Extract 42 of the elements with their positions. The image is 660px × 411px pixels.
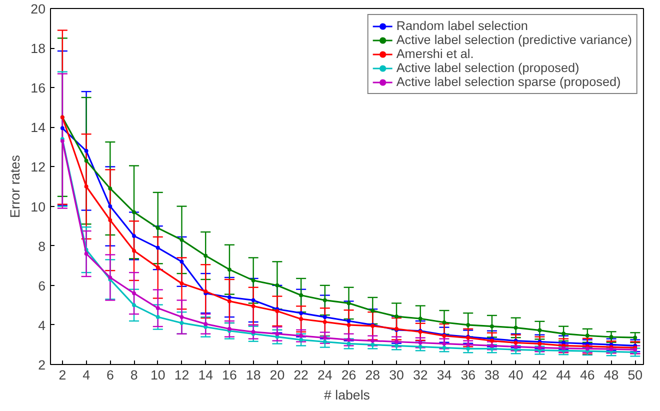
- y-tick-label: 6: [38, 278, 46, 294]
- x-tick-label: 12: [174, 368, 190, 382]
- x-tick-label: 48: [604, 368, 619, 382]
- x-tick-label: 40: [508, 368, 524, 382]
- x-tick-label: 42: [532, 368, 548, 382]
- legend-label: Random label selection: [396, 19, 528, 33]
- x-tick-label: 6: [106, 368, 114, 382]
- x-tick-label: 38: [484, 368, 500, 382]
- x-tick-label: 46: [580, 368, 595, 382]
- x-tick-label: 10: [150, 368, 166, 382]
- y-tick-label: 16: [30, 80, 46, 96]
- x-tick-label: 34: [436, 368, 452, 382]
- x-tick-label: 8: [130, 368, 138, 382]
- x-tick-label: 20: [270, 368, 285, 382]
- x-tick-label: 50: [628, 368, 643, 382]
- y-tick-label: 2: [38, 358, 46, 372]
- x-tick-label: 18: [246, 368, 261, 382]
- legend-label: Active label selection (proposed): [396, 61, 580, 75]
- x-tick-label: 2: [58, 368, 66, 382]
- x-tick-label: 24: [318, 368, 333, 382]
- x-axis-title: # labels: [324, 388, 370, 402]
- x-tick-label: 16: [222, 368, 237, 382]
- y-tick-label: 18: [30, 41, 46, 56]
- y-tick-label: 10: [30, 199, 46, 214]
- x-tick-label: 4: [82, 368, 91, 382]
- x-tick-label: 28: [365, 368, 380, 382]
- x-tick-label: 32: [412, 368, 428, 382]
- y-tick-label: 12: [30, 160, 46, 175]
- y-tick-label: 20: [30, 2, 46, 16]
- x-tick-label: 26: [341, 368, 356, 382]
- legend-label: Active label selection sparse (proposed): [396, 75, 621, 89]
- y-tick-label: 14: [30, 120, 46, 136]
- x-tick-label: 14: [198, 368, 214, 382]
- y-axis-title: Error rates: [8, 154, 23, 218]
- x-tick-label: 30: [389, 368, 404, 382]
- x-tick-label: 44: [556, 368, 572, 382]
- y-tick-label: 8: [38, 238, 46, 254]
- x-tick-label: 36: [460, 368, 476, 382]
- y-tick-label: 4: [38, 318, 46, 333]
- legend-label: Active label selection (predictive variance): [396, 33, 632, 47]
- legend-label: Amershi et al.: [396, 47, 474, 61]
- x-tick-label: 22: [294, 368, 308, 382]
